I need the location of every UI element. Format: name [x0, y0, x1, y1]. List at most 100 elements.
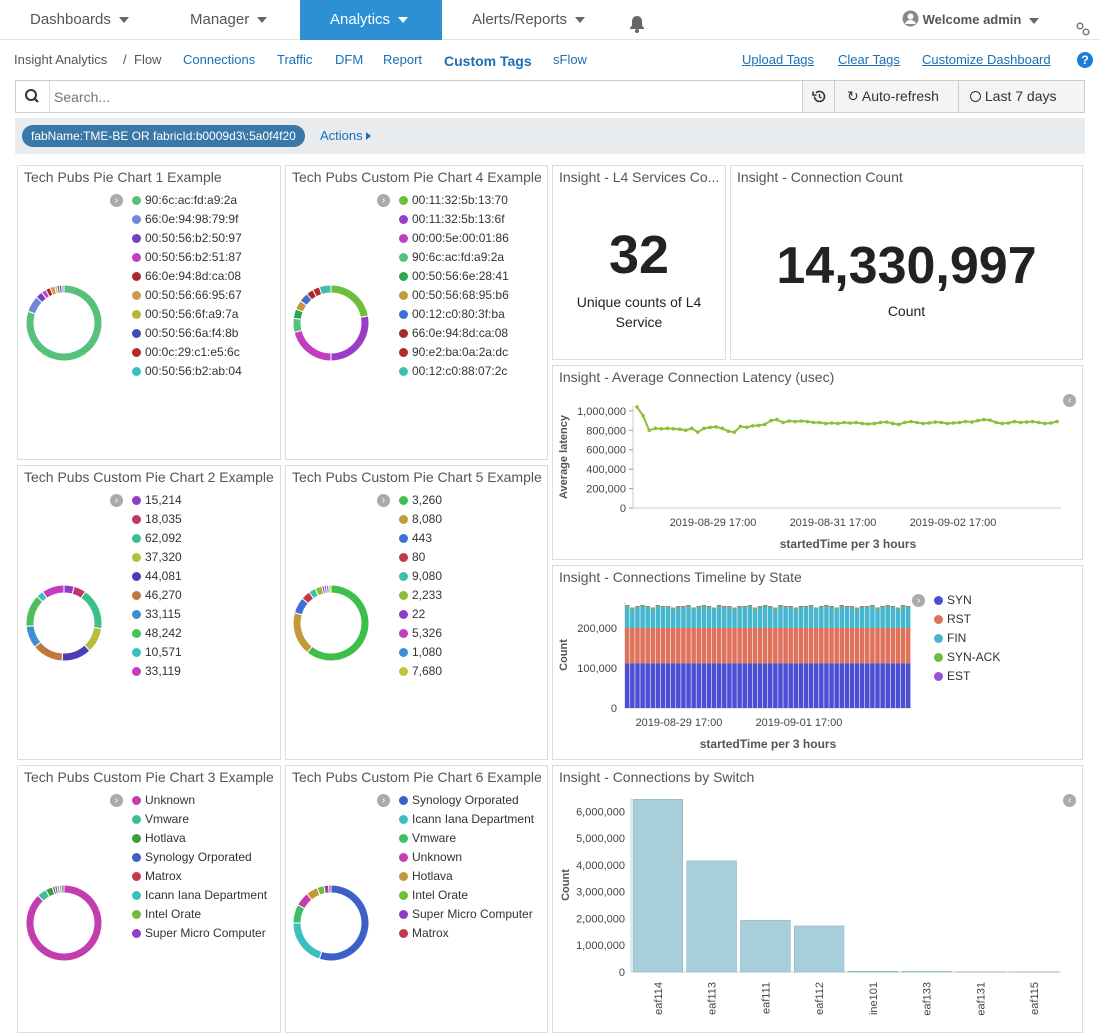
stacked-bar-segment[interactable] — [870, 628, 875, 664]
stacked-bar-segment[interactable] — [716, 605, 722, 607]
legend-toggle-icon[interactable]: ‹ — [1063, 394, 1076, 407]
stacked-bar-segment[interactable] — [727, 606, 732, 608]
stacked-bar-segment[interactable] — [706, 608, 712, 628]
stacked-bar-segment[interactable] — [630, 609, 635, 628]
stacked-bar-segment[interactable] — [732, 607, 737, 609]
stacked-bar-segment[interactable] — [849, 608, 855, 628]
pie-slice[interactable] — [293, 329, 332, 362]
time-range-button[interactable]: Last 7 days — [958, 81, 1084, 112]
stacked-bar-segment[interactable] — [670, 628, 676, 664]
pie-slice[interactable] — [41, 584, 65, 599]
data-point[interactable] — [677, 427, 682, 431]
stacked-bar-segment[interactable] — [808, 605, 814, 606]
data-point[interactable] — [1036, 420, 1041, 425]
stacked-bar-segment[interactable] — [890, 663, 896, 708]
stacked-bar-segment[interactable] — [854, 607, 860, 609]
stacked-bar-segment[interactable] — [865, 628, 870, 664]
stacked-bar-segment[interactable] — [885, 605, 890, 606]
stacked-bar-segment[interactable] — [900, 605, 906, 606]
stacked-bar-segment[interactable] — [793, 628, 799, 664]
data-point[interactable] — [817, 420, 822, 425]
stacked-bar-segment[interactable] — [635, 606, 640, 608]
stacked-bar-segment[interactable] — [829, 628, 834, 664]
stacked-bar-segment[interactable] — [676, 608, 681, 628]
stacked-bar-segment[interactable] — [660, 606, 666, 607]
stacked-bar-segment[interactable] — [711, 607, 717, 609]
stacked-bar-segment[interactable] — [813, 609, 819, 628]
stacked-bar-segment[interactable] — [762, 663, 768, 708]
stacked-bar-segment[interactable] — [681, 608, 686, 628]
stacked-bar-segment[interactable] — [722, 606, 727, 608]
clear-tags-link[interactable]: Clear Tags — [838, 52, 900, 67]
nav-alerts[interactable]: Alerts/Reports — [472, 0, 586, 39]
stacked-bar-segment[interactable] — [859, 663, 865, 708]
stacked-bar-segment[interactable] — [727, 628, 732, 664]
legend-item[interactable]: 00:50:56:66:95:67 — [132, 286, 242, 305]
legend-item[interactable]: Vmware — [132, 810, 267, 829]
legend-item[interactable]: 3,260 — [399, 491, 442, 510]
stacked-bar-segment[interactable] — [834, 628, 839, 664]
stacked-bar-segment[interactable] — [696, 606, 702, 607]
data-point[interactable] — [659, 427, 664, 431]
data-point[interactable] — [836, 421, 840, 426]
stacked-bar-segment[interactable] — [630, 607, 635, 609]
stacked-bar-segment[interactable] — [839, 628, 845, 664]
legend-item[interactable]: Super Micro Computer — [132, 924, 267, 943]
pie-slice[interactable] — [318, 884, 370, 962]
stacked-bar-segment[interactable] — [819, 608, 824, 628]
stacked-bar-segment[interactable] — [880, 628, 885, 664]
search-input[interactable] — [52, 81, 800, 112]
stacked-bar-segment[interactable] — [681, 606, 686, 608]
stacked-bar-segment[interactable] — [670, 607, 676, 609]
stacked-bar-segment[interactable] — [768, 608, 773, 628]
stacked-bar-segment[interactable] — [880, 606, 885, 607]
stacked-bar-segment[interactable] — [701, 605, 707, 607]
legend-item[interactable]: Hotlava — [132, 829, 267, 848]
stacked-bar-segment[interactable] — [747, 605, 753, 607]
data-point[interactable] — [653, 426, 658, 431]
stacked-bar-segment[interactable] — [783, 628, 788, 664]
legend-item[interactable]: Synology Orporated — [132, 848, 267, 867]
stacked-bar-segment[interactable] — [849, 663, 855, 708]
stacked-bar-segment[interactable] — [711, 609, 717, 628]
stacked-bar-segment[interactable] — [870, 607, 875, 628]
stacked-bar-segment[interactable] — [844, 663, 850, 708]
legend-item[interactable]: 66:0e:94:98:79:9f — [132, 210, 242, 229]
pie-slice[interactable] — [330, 284, 369, 318]
legend-item[interactable]: 8,080 — [399, 510, 442, 529]
stacked-bar-segment[interactable] — [665, 608, 671, 628]
stacked-bar-segment[interactable] — [701, 607, 707, 628]
stacked-bar-segment[interactable] — [895, 607, 901, 609]
stacked-bar-segment[interactable] — [839, 605, 845, 606]
stacked-bar-segment[interactable] — [676, 606, 681, 608]
stacked-bar-segment[interactable] — [808, 663, 814, 708]
legend-item[interactable]: SYN — [934, 591, 1000, 610]
data-point[interactable] — [903, 420, 907, 425]
stacked-bar-segment[interactable] — [824, 605, 829, 607]
legend-toggle-icon[interactable]: › — [110, 794, 123, 807]
legend-item[interactable]: 90:e2:ba:0a:2a:dc — [399, 343, 509, 362]
stacked-bar-segment[interactable] — [722, 663, 727, 708]
stacked-bar-segment[interactable] — [670, 663, 676, 708]
data-point[interactable] — [823, 421, 828, 426]
legend-item[interactable]: 22 — [399, 605, 442, 624]
stacked-bar-segment[interactable] — [640, 605, 645, 607]
stacked-bar-segment[interactable] — [905, 608, 911, 628]
data-point[interactable] — [866, 422, 871, 426]
stacked-bar-segment[interactable] — [706, 663, 712, 708]
stacked-bar-segment[interactable] — [900, 607, 906, 628]
stacked-bar-segment[interactable] — [645, 606, 650, 607]
stacked-bar-segment[interactable] — [742, 606, 747, 608]
stacked-bar-segment[interactable] — [686, 607, 691, 628]
legend-item[interactable]: 1,080 — [399, 643, 442, 662]
data-point[interactable] — [909, 419, 913, 424]
data-point[interactable] — [1024, 420, 1029, 424]
stacked-bar-segment[interactable] — [747, 605, 753, 606]
stacked-bar-segment[interactable] — [722, 608, 727, 628]
stacked-bar-segment[interactable] — [711, 663, 717, 708]
nav-analytics[interactable]: Analytics — [300, 0, 442, 40]
stacked-bar-segment[interactable] — [854, 628, 860, 664]
stacked-bar-segment[interactable] — [645, 608, 650, 628]
legend-toggle-icon[interactable]: › — [110, 194, 123, 207]
data-point[interactable] — [665, 426, 670, 431]
